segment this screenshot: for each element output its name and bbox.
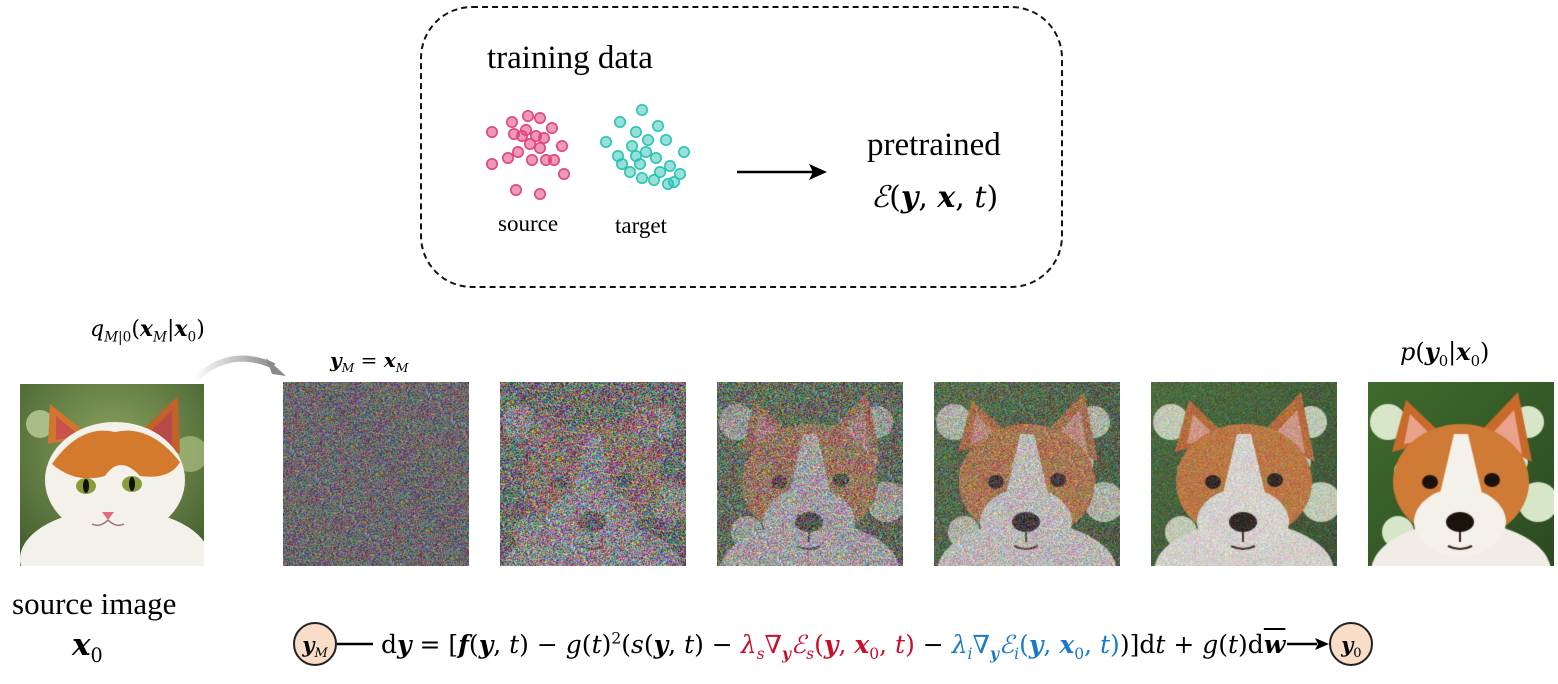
source-point: [558, 168, 571, 181]
source-point: [534, 141, 547, 154]
training-data-title: training data: [487, 40, 653, 76]
target-point: [664, 159, 677, 172]
source-point: [515, 129, 528, 142]
step-3-canvas: [717, 382, 903, 566]
target-point: [652, 119, 665, 132]
step-6-clean-dog-canvas: [1368, 382, 1554, 566]
target-point: [654, 166, 667, 179]
step-3-image: [717, 382, 903, 566]
forward-process-arrow: [191, 355, 286, 383]
step-4-image: [934, 382, 1120, 566]
source-image-symbol: x0: [72, 627, 103, 668]
target-point: [678, 145, 691, 158]
step-6-clean-dog-image: [1368, 382, 1554, 566]
end-node-y-0: y0: [1329, 622, 1374, 666]
source-point: [523, 137, 536, 150]
target-point: [636, 172, 649, 185]
target-point: [650, 151, 663, 164]
target-point: [630, 125, 643, 138]
source-point: [521, 110, 534, 122]
source-image-caption: source image: [12, 586, 177, 621]
source-point: [548, 153, 561, 166]
source-point: [485, 157, 498, 170]
training-arrow: [737, 164, 827, 180]
source-point: [501, 151, 514, 164]
training-data-box: [420, 6, 1063, 288]
source-point: [505, 115, 518, 128]
source-point: [511, 145, 524, 158]
step-1-pure-noise-image: [283, 382, 469, 566]
target-points: [600, 104, 691, 191]
target-point: [640, 145, 653, 158]
target-point: [614, 115, 627, 128]
training-data-scatter: [485, 104, 691, 201]
step-4-canvas: [934, 382, 1120, 566]
target-point: [668, 176, 681, 189]
forward-process-label: qM|0(xM|x0): [90, 316, 205, 346]
reverse-sde-equation: yM dy = [f(y, t) − g(t)2(s(y, t) − λs∇yℰ…: [293, 622, 1374, 666]
target-point: [600, 135, 613, 148]
source-point: [546, 121, 559, 134]
target-point: [624, 166, 637, 179]
target-point: [630, 149, 643, 162]
target-point: [636, 104, 649, 116]
source-label: source: [498, 211, 559, 236]
independent-energy-term: λi∇yℰi(y, x0, t): [951, 629, 1120, 663]
initial-condition-label: yM = xM: [330, 348, 409, 375]
target-point: [616, 157, 629, 170]
target-point: [648, 174, 661, 187]
source-points: [485, 110, 571, 201]
start-connector: [337, 642, 373, 646]
target-point: [642, 133, 655, 146]
target-point: [626, 139, 639, 152]
step-5-canvas: [1151, 382, 1337, 566]
source-point: [525, 153, 538, 166]
source-energy-term: λs∇yℰs(y, x0, t): [740, 629, 915, 663]
source-point: [509, 184, 522, 197]
source-point: [534, 112, 547, 124]
target-label: target: [615, 213, 667, 238]
pretrained-label: pretrained: [867, 127, 1001, 163]
step-2-image: [500, 382, 686, 566]
source-point: [529, 129, 542, 142]
source-point: [556, 139, 569, 152]
start-node-y-M: yM: [293, 622, 337, 666]
end-arrow: [1287, 638, 1330, 650]
step-1-pure-noise-canvas: [283, 382, 469, 566]
step-5-image: [1151, 382, 1337, 566]
output-distribution-label: p(y0|x0): [1400, 337, 1490, 370]
source-point: [485, 125, 498, 138]
source-cat-image: [20, 384, 204, 566]
source-point: [534, 188, 547, 201]
target-point: [674, 168, 687, 181]
target-point: [660, 133, 673, 146]
energy-function-label: ℰ(y, x, t): [871, 180, 999, 215]
step-2-canvas: [500, 382, 686, 566]
